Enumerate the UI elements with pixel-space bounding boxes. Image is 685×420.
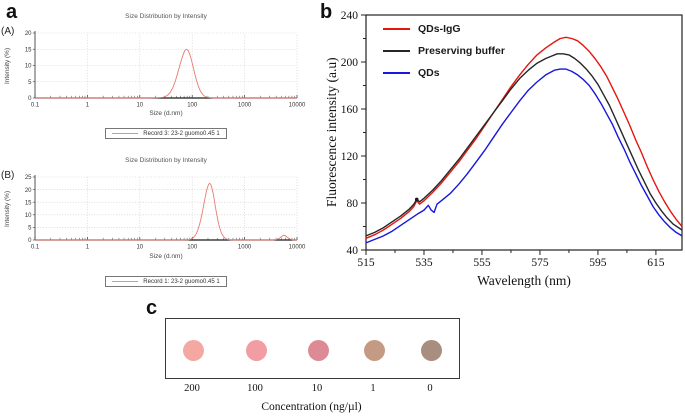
x-tick-label: 1 [86,245,90,251]
x-tick-label: 515 [357,257,375,269]
subpanel-A-label: (A) [1,26,15,37]
dls-chart-a-plot: 0 5 10 15 20 0.1 1 10 100 1000 10000 [25,31,306,109]
x-tick-label: 1000 [238,245,252,251]
legend-label-qds-igg: QDs-IgG [418,23,461,35]
x-tick-label: 575 [531,257,549,269]
legend-line-qds [383,72,410,74]
dls-chart-b-plot: 0 5 10 15 20 25 0.1 1 10 100 1000 10000 [25,175,306,251]
x-tick-label: 595 [589,257,607,269]
y-tick-label: 240 [341,10,359,22]
x-tick-label: 1 [86,103,90,109]
curve-artifact-dot [414,197,419,202]
spot-concentration-label: 1 [370,383,376,394]
x-tick-label: 1000 [238,103,252,109]
panel-a-label: a [6,1,18,23]
sample-spot-10 [307,339,329,361]
x-tick-label: 100 [187,245,198,251]
fluorescence-legend-item-qds: QDs [383,67,440,79]
y-tick-label: 0 [28,238,32,244]
size-distribution-curve [35,48,297,99]
subpanel-B-label: (B) [1,170,15,181]
x-tick-label: 100 [187,103,198,109]
x-tick-label: 615 [647,257,665,269]
y-tick-label: 120 [341,151,359,163]
x-tick-label: 10 [136,103,143,109]
spot-concentration-label: 10 [311,383,323,394]
y-tick-label: 200 [341,57,359,69]
y-tick-label: 15 [25,47,32,53]
x-axis-ticks: 515 535 555 575 595 615 [357,250,665,269]
y-tick-label: 5 [28,80,32,86]
spectrum-curve-qds-igg [365,36,683,239]
sample-spot-1 [363,339,385,361]
x-tick-label: 0.1 [31,103,40,109]
spot-concentration-label: 0 [427,383,433,394]
spot-concentration-label: 100 [247,383,263,394]
y-tick-label: 5 [28,226,32,232]
dls-chart-a-ylabel: Intensity (%) [4,47,11,84]
dls-chart-b-xlabel: Size (d.nm) [149,253,183,260]
spectrum-curve-qds [365,68,683,244]
fluorescence-legend-item-qds-igg: QDs-IgG [383,23,461,35]
x-axis-minor-ticks [50,95,295,98]
y-tick-label: 80 [347,198,359,210]
x-tick-label: 555 [473,257,491,269]
strip-box [165,318,460,379]
x-axis-ticks: 0.1 1 10 100 1000 10000 [31,237,306,251]
dls-chart-a-legend: Record 3: 23-2 guomo0.45 1 [35,128,297,139]
y-tick-label: 20 [25,31,32,37]
y-tick-label: 20 [25,188,32,194]
fluorescence-xlabel: Wavelength (nm) [477,273,571,288]
legend-line-preserving-buffer [383,50,410,52]
gridlines [35,32,298,98]
sample-spot-0 [420,339,442,361]
spectrum-curve-preserving-buffer [365,53,683,237]
x-axis-minor-ticks [50,237,295,240]
x-tick-label: 10000 [289,245,306,251]
x-tick-label: 10000 [289,103,306,109]
dls-legend-b-line-swatch [112,280,139,283]
dls-chart-b-ylabel: Intensity (%) [4,190,11,227]
dls-legend-a-line-swatch [112,132,139,135]
x-axis-ticks: 0.1 1 10 100 1000 10000 [31,95,306,109]
dls-chart-a-xlabel: Size (d.nm) [149,110,183,117]
dls-chart-a-title: Size Distribution by Intensity [125,13,207,20]
fluorescence-ylabel: Fluorescence intensity (a.u) [324,57,339,208]
fluorescence-plot: 515 535 555 575 595 615 40 80 120 160 200 240 [341,10,683,269]
y-tick-label: 15 [25,200,32,206]
x-tick-label: 535 [415,257,433,269]
panel-b-label: b [320,1,333,23]
y-tick-label: 0 [28,96,32,102]
dls-chart-b-legend: Record 1: 23-2 guomo0.45 1 [35,276,297,287]
y-tick-label: 10 [25,213,32,219]
y-tick-label: 160 [341,104,359,116]
spot-concentration-label: 200 [184,383,200,394]
x-tick-label: 0.1 [31,245,40,251]
legend-label-preserving-buffer: Preserving buffer [418,45,505,57]
legend-label-qds: QDs [418,67,440,79]
dls-chart-b-title: Size Distribution by Intensity [125,157,207,164]
sample-spot-100 [245,339,267,361]
y-axis-ticks: 0 5 10 15 20 25 [25,175,35,244]
size-distribution-curve [35,182,297,241]
panel-c-label: c [146,297,158,319]
sample-spot-200 [182,339,204,361]
y-tick-label: 40 [347,245,359,257]
x-tick-label: 10 [136,245,143,251]
fluorescence-legend-item-preserving-buffer: Preserving buffer [383,45,505,57]
y-tick-label: 10 [25,64,32,70]
dls-legend-b-text: Record 1: 23-2 guomo0.45 1 [143,278,220,285]
y-axis-ticks: 40 80 120 160 200 240 [341,10,366,257]
concentration-axis-label: Concentration (ng/µl) [261,401,362,413]
gridlines [35,176,298,240]
legend-line-qds-igg [383,28,410,30]
dls-legend-a-text: Record 3: 23-2 guomo0.45 1 [143,130,220,137]
y-tick-label: 25 [25,175,32,181]
y-axis-ticks: 0 5 10 15 20 [25,31,35,102]
